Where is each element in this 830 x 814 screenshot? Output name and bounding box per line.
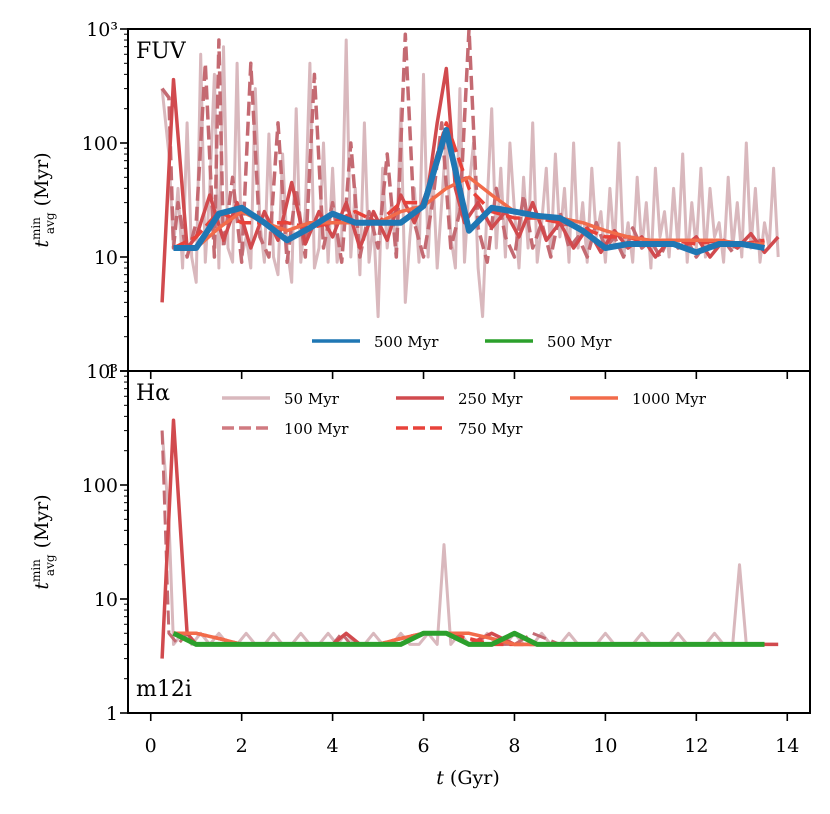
halpha-legend-label: 1000 Myr <box>632 390 707 408</box>
halpha-legend-item-1: 100 Myr <box>222 420 349 438</box>
halpha-legend-item-3: 750 Myr <box>396 420 523 438</box>
halpha-panel-label: Hα <box>136 381 170 406</box>
halpha-legend-label: 250 Myr <box>458 390 523 408</box>
fuv-y-tick-label: 1 <box>106 361 118 383</box>
x-tick-label: 2 <box>236 735 248 757</box>
x-tick-label: 0 <box>145 735 157 757</box>
halpha-legend-label: 50 Myr <box>284 390 340 408</box>
panel-fuv: 500 Myr 500 Myr FUV <box>136 29 780 351</box>
galaxy-label: m12i <box>136 677 192 702</box>
x-tick-label: 14 <box>775 735 799 757</box>
halpha-y-axis-title: tminavg (Myr) <box>29 494 57 589</box>
fuv-y-tick-label: 100 <box>82 133 118 155</box>
fuv-series-500-myr-5 <box>173 127 766 256</box>
fuv-legend-item-0: 500 Myr <box>312 333 439 351</box>
halpha-series-500-myr-5 <box>172 630 765 647</box>
halpha-series-250-myr-2 <box>160 418 779 659</box>
x-tick-label: 6 <box>417 735 429 757</box>
fuv-y-tick-label: 10³ <box>86 19 118 41</box>
halpha-legend-item-2: 250 Myr <box>396 390 523 408</box>
halpha-series-50-myr-0 <box>160 430 774 646</box>
halpha-axes-frame <box>127 370 811 714</box>
halpha-series-100-myr-1 <box>160 430 770 646</box>
fuv-y-tick-label: 10 <box>94 247 118 269</box>
halpha-legend: 50 Myr 100 Myr 250 Myr 750 Myr 1000 Myr <box>222 390 707 438</box>
fuv-y-axis-title: tminavg (Myr) <box>29 152 57 247</box>
halpha-y-tick-label: 100 <box>82 475 118 497</box>
x-axis-title: t (Gyr) <box>436 767 500 789</box>
panel-halpha: 50 Myr 100 Myr 250 Myr 750 Myr 1000 Myr Hα m… <box>136 381 779 702</box>
fuv-legend-item-1: 500 Myr <box>485 333 612 351</box>
halpha-legend-label: 750 Myr <box>458 420 523 438</box>
x-tick-label: 10 <box>593 735 617 757</box>
halpha-y-tick-label: 1 <box>106 703 118 725</box>
halpha-legend-label: 100 Myr <box>284 420 349 438</box>
fuv-series-lines <box>160 29 780 319</box>
halpha-legend-item-0: 50 Myr <box>222 390 340 408</box>
halpha-legend-item-4: 1000 Myr <box>570 390 707 408</box>
x-tick-label: 12 <box>684 735 708 757</box>
fuv-series-50-myr-0 <box>160 38 780 319</box>
fuv-legend-label: 500 Myr <box>547 333 612 351</box>
fuv-legend-label: 500 Myr <box>374 333 439 351</box>
halpha-y-tick-label: 10 <box>94 589 118 611</box>
fuv-legend: 500 Myr 500 Myr <box>312 333 612 351</box>
x-tick-label: 8 <box>508 735 520 757</box>
fuv-panel-label: FUV <box>136 39 187 64</box>
x-tick-label: 4 <box>327 735 339 757</box>
halpha-series-lines <box>160 418 779 659</box>
halpha-y-tick-label: 10³ <box>86 361 118 383</box>
